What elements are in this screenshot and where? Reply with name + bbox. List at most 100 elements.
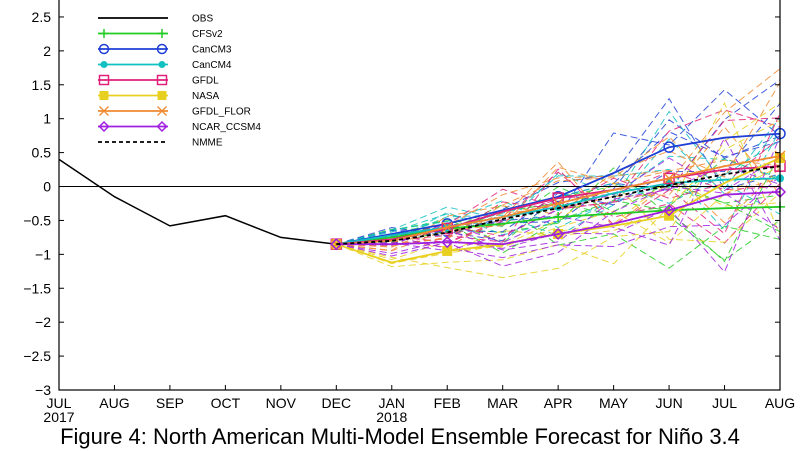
legend-label: NCAR_CCSM4 <box>192 122 261 133</box>
y-tick-label: −2 <box>35 314 51 330</box>
ensemble-member-line <box>336 165 781 251</box>
legend-item: GFDL_FLOR <box>98 106 251 118</box>
marker-x <box>552 198 564 209</box>
x-tick-label: JUL <box>47 395 72 411</box>
x-year-label: 2018 <box>376 409 407 424</box>
legend-label: GFDL <box>192 76 219 87</box>
ensemble-member-line <box>336 119 781 268</box>
marker-filled-square <box>99 91 109 100</box>
x-tick-label: JAN <box>379 395 405 411</box>
legend-label: NMME <box>192 138 223 149</box>
legend-label: GFDL_FLOR <box>192 107 251 118</box>
ensemble-member-line <box>336 175 781 259</box>
legend-item: NCAR_CCSM4 <box>98 120 261 133</box>
marker-circle <box>98 43 110 55</box>
legend-item: NASA <box>98 91 220 102</box>
marker-diamond <box>330 238 343 251</box>
marker-filled-square <box>157 91 167 100</box>
series-line <box>336 165 781 246</box>
marker-circle <box>156 43 168 55</box>
marker-plus <box>553 212 564 223</box>
ensemble-member-line <box>336 117 781 245</box>
legend-item: CanCM3 <box>98 43 232 56</box>
x-tick-label: JUL <box>712 395 737 411</box>
y-tick-label: 2 <box>43 43 51 59</box>
y-tick-label: 0.5 <box>32 145 52 161</box>
ensemble-member-line <box>336 156 781 252</box>
y-tick-label: 1.5 <box>32 77 52 93</box>
ensemble-member-line <box>336 109 781 245</box>
x-tick-label: AUG <box>99 395 129 411</box>
ensemble-member-line <box>336 136 781 247</box>
x-tick-label: JUN <box>655 395 682 411</box>
ensemble-member-line <box>336 155 781 245</box>
marker-dot <box>100 61 108 68</box>
marker-dot <box>158 61 166 68</box>
y-tick-label: 2.5 <box>32 9 52 25</box>
figure-caption: Figure 4: North American Multi-Model Ens… <box>60 424 740 449</box>
ensemble-member-line <box>336 165 781 261</box>
series-line <box>336 191 781 246</box>
ensemble-member-line <box>336 140 781 245</box>
y-tick-label: −2.5 <box>23 348 51 364</box>
ensemble-member-line <box>336 68 781 248</box>
ensemble-member-line <box>336 126 781 245</box>
x-year-label: 2017 <box>43 409 74 424</box>
marker-square <box>98 74 110 86</box>
legend-label: CanCM3 <box>192 45 232 56</box>
y-tick-label: −3 <box>35 382 51 398</box>
marker-x <box>663 172 675 184</box>
x-tick-label: NOV <box>266 395 297 411</box>
x-tick-label: DEC <box>322 395 352 411</box>
legend-label: OBS <box>192 14 213 25</box>
legend: OBS CFSv2 CanCM3 CanCM4 GFDL NASA GFDL_FLOR NCA… <box>98 14 261 149</box>
legend-item: NMME <box>98 138 223 149</box>
marker-square <box>156 74 168 86</box>
legend-label: CanCM4 <box>192 60 232 71</box>
legend-item: GFDL <box>98 74 219 87</box>
series-line <box>336 132 781 246</box>
y-tick-label: −1 <box>35 246 51 262</box>
x-tick-label: SEP <box>156 395 184 411</box>
x-tick-label: APR <box>544 395 573 411</box>
series-obs <box>58 158 337 245</box>
plot-frame <box>58 0 781 391</box>
marker-diamond <box>552 227 565 241</box>
legend-item: CFSv2 <box>98 29 223 40</box>
ensemble-member-line <box>336 119 781 245</box>
marker-diamond <box>663 204 676 217</box>
ensemble-member-line <box>336 167 781 261</box>
ensemble-member-line <box>336 131 781 245</box>
marker-x <box>99 106 109 116</box>
marker-diamond <box>441 236 454 249</box>
marker-x <box>441 221 453 233</box>
marker-diamond <box>98 120 110 133</box>
ensemble-member-line <box>336 110 781 245</box>
series-nmme <box>336 165 781 246</box>
x-tick-label: MAR <box>487 395 518 411</box>
marker-plus <box>99 29 109 38</box>
y-tick-label: 1 <box>43 111 51 127</box>
x-tick-label: AUG <box>765 395 795 411</box>
marker-plus <box>157 29 167 38</box>
marker-circle <box>663 141 675 153</box>
ensemble-member-line <box>336 126 781 245</box>
marker-square <box>663 172 675 185</box>
marker-diamond <box>156 120 168 133</box>
x-tick-label: FEB <box>434 395 461 411</box>
ensemble-members <box>336 68 781 279</box>
ensemble-member-line <box>336 97 781 245</box>
x-tick-label: OCT <box>211 395 241 411</box>
y-tick-label: −1.5 <box>23 280 51 296</box>
ensemble-member-line <box>336 167 781 248</box>
marker-x <box>157 106 167 116</box>
ensemble-member-line <box>336 185 781 267</box>
x-tick-label: MAY <box>599 395 629 411</box>
x-axis: JUL AUG SEP OCT NOV DEC JAN FEB MAR APR MAY JUN JUL A… <box>43 385 795 424</box>
y-tick-label: −0.5 <box>23 212 51 228</box>
series-line <box>58 158 337 245</box>
ensemble-member-line <box>336 102 781 279</box>
legend-item: OBS <box>98 14 213 25</box>
legend-item: CanCM4 <box>98 60 232 71</box>
y-tick-label: 0 <box>43 179 51 195</box>
